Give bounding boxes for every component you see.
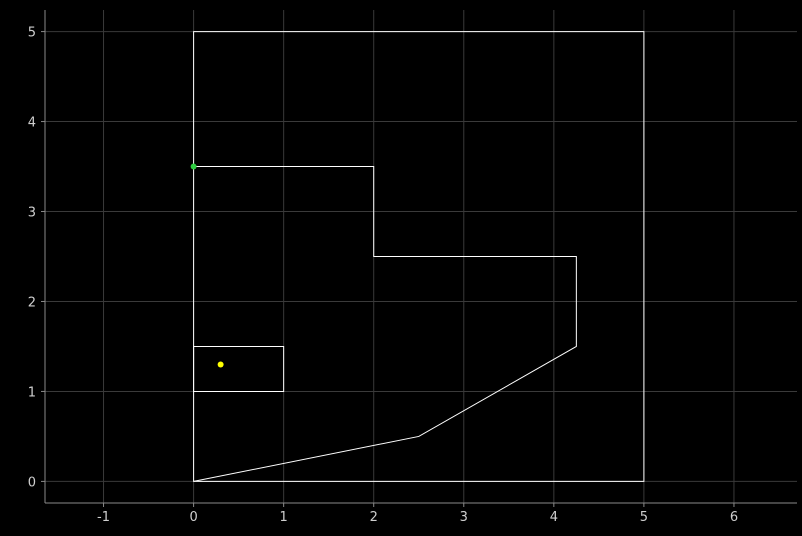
- x-tick-labels: -1 0 1 2 3 4 5 6: [97, 510, 738, 525]
- x-tick-label: 6: [730, 510, 738, 525]
- y-tick-label: 2: [28, 295, 36, 310]
- y-tick-label: 5: [28, 26, 36, 41]
- y-tick-labels: 0 1 2 3 4 5: [28, 26, 36, 491]
- green-point: [190, 163, 197, 170]
- series-lines: [193, 31, 645, 482]
- outer-boundary: [193, 31, 645, 482]
- inner-polyline: [193, 166, 577, 482]
- x-tick-label: -1: [97, 510, 110, 525]
- point-markers: [190, 163, 224, 368]
- y-tick-label: 1: [28, 385, 36, 400]
- y-tick-label: 0: [28, 475, 36, 490]
- x-tick-label: 0: [189, 510, 197, 525]
- x-tick-label: 4: [550, 510, 558, 525]
- axes: [41, 10, 797, 507]
- y-tick-label: 4: [28, 116, 36, 131]
- x-tick-label: 1: [280, 510, 288, 525]
- x-tick-label: 2: [370, 510, 378, 525]
- x-tick-label: 3: [460, 510, 468, 525]
- x-tick-label: 5: [640, 510, 648, 525]
- yellow-point: [217, 361, 224, 368]
- y-tick-label: 3: [28, 206, 36, 221]
- small-rectangle: [193, 345, 285, 392]
